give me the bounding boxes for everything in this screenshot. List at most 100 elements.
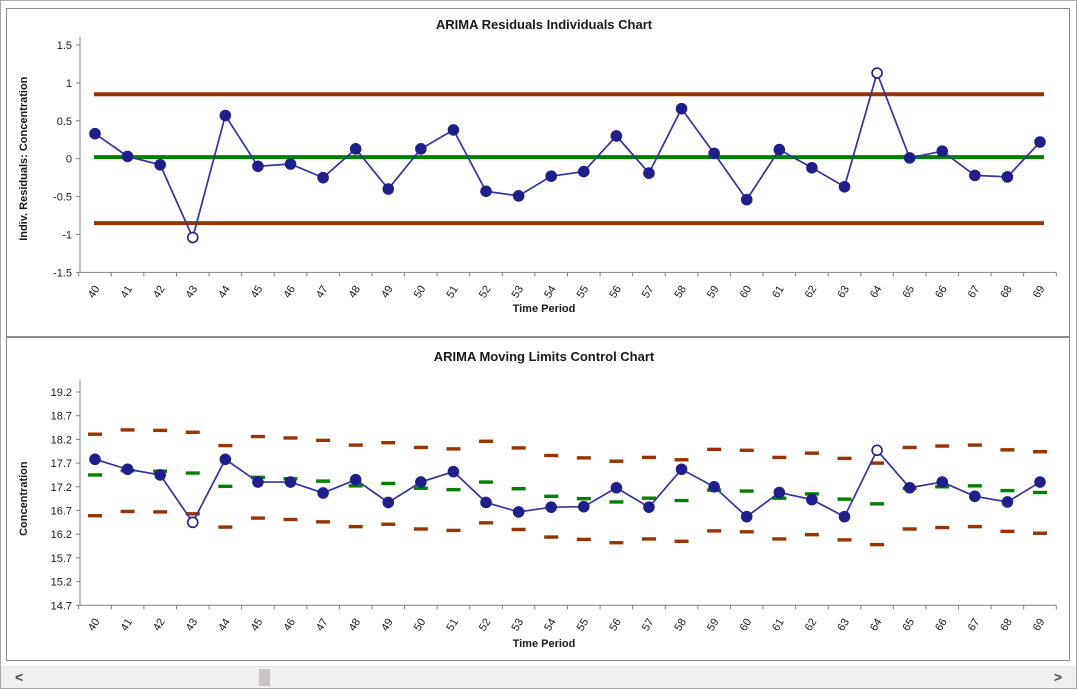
data-point-marker[interactable] (806, 493, 818, 506)
moving-lcl-dash[interactable] (348, 524, 363, 529)
data-point-marker[interactable] (643, 167, 655, 179)
moving-ucl-dash[interactable] (413, 445, 428, 450)
out-of-control-marker[interactable] (871, 444, 883, 457)
scroll-left-arrow-icon[interactable]: < (15, 669, 24, 685)
scrollbar-thumb[interactable] (259, 669, 270, 686)
moving-center-dash[interactable] (870, 502, 885, 506)
data-point-marker[interactable] (1001, 171, 1014, 183)
moving-ucl-dash[interactable] (120, 428, 135, 432)
data-point-marker[interactable] (317, 487, 329, 499)
moving-ucl-dash[interactable] (218, 443, 233, 448)
moving-center-dash[interactable] (88, 473, 102, 477)
data-point-marker[interactable] (675, 102, 688, 115)
moving-center-dash[interactable] (641, 496, 656, 500)
data-point-marker[interactable] (154, 469, 166, 481)
data-point-marker[interactable] (512, 190, 525, 202)
moving-center-dash[interactable] (185, 471, 200, 475)
moving-lcl-dash[interactable] (870, 542, 885, 547)
moving-ucl-dash[interactable] (544, 453, 559, 458)
moving-center-dash[interactable] (413, 486, 428, 490)
data-point-marker[interactable] (903, 152, 916, 164)
moving-ucl-dash[interactable] (153, 428, 168, 433)
moving-lcl-dash[interactable] (88, 514, 102, 518)
data-point-marker[interactable] (317, 171, 329, 184)
data-point-marker[interactable] (349, 143, 362, 155)
moving-lcl-dash[interactable] (967, 524, 982, 529)
data-point-marker[interactable] (1034, 476, 1046, 488)
moving-center-dash[interactable] (609, 500, 624, 504)
data-point-marker[interactable] (121, 150, 134, 163)
moving-lcl-dash[interactable] (511, 527, 526, 532)
data-point-marker[interactable] (252, 160, 264, 173)
moving-lcl-dash[interactable] (609, 541, 624, 545)
data-point-marker[interactable] (447, 124, 460, 136)
moving-lcl-dash[interactable] (185, 512, 200, 516)
moving-ucl-dash[interactable] (641, 455, 656, 460)
data-point-marker[interactable] (284, 476, 297, 488)
moving-ucl-dash[interactable] (739, 448, 754, 453)
data-point-marker[interactable] (89, 127, 101, 140)
data-point-marker[interactable] (382, 183, 395, 195)
data-point-marker[interactable] (219, 453, 232, 466)
data-point-marker[interactable] (512, 506, 525, 518)
series-polyline[interactable] (94, 448, 1041, 525)
moving-lcl-dash[interactable] (544, 535, 559, 539)
moving-lcl-dash[interactable] (576, 537, 591, 542)
data-point-marker[interactable] (838, 180, 851, 193)
moving-center-dash[interactable] (316, 479, 331, 483)
data-point-marker[interactable] (936, 145, 949, 157)
moving-lcl-dash[interactable] (250, 516, 265, 520)
data-point-marker[interactable] (382, 496, 395, 509)
data-point-marker[interactable] (936, 476, 949, 488)
moving-ucl-dash[interactable] (1032, 450, 1047, 454)
moving-ucl-dash[interactable] (1000, 448, 1015, 452)
data-point-marker[interactable] (545, 501, 558, 513)
moving-center-dash[interactable] (1000, 488, 1015, 493)
moving-lcl-dash[interactable] (1032, 531, 1047, 535)
moving-ucl-dash[interactable] (446, 447, 461, 451)
moving-ucl-dash[interactable] (609, 459, 624, 463)
data-point-marker[interactable] (903, 481, 916, 494)
moving-ucl-dash[interactable] (772, 455, 787, 460)
data-point-marker[interactable] (577, 500, 590, 513)
data-point-marker[interactable] (480, 496, 492, 509)
data-point-marker[interactable] (349, 473, 362, 486)
moving-lcl-dash[interactable] (837, 538, 852, 542)
moving-center-dash[interactable] (218, 484, 233, 489)
moving-ucl-dash[interactable] (967, 443, 982, 447)
data-point-marker[interactable] (708, 481, 720, 493)
moving-center-dash[interactable] (967, 484, 982, 488)
moving-center-dash[interactable] (544, 494, 559, 498)
moving-lcl-dash[interactable] (381, 522, 396, 526)
moving-center-dash[interactable] (511, 486, 526, 491)
moving-lcl-dash[interactable] (739, 530, 754, 534)
moving-ucl-dash[interactable] (511, 446, 526, 450)
data-point-marker[interactable] (219, 109, 232, 122)
data-point-marker[interactable] (708, 147, 720, 160)
moving-lcl-dash[interactable] (935, 525, 950, 530)
moving-ucl-dash[interactable] (804, 451, 819, 455)
moving-center-dash[interactable] (1032, 490, 1047, 495)
moving-lcl-dash[interactable] (446, 528, 461, 533)
moving-ucl-dash[interactable] (837, 456, 852, 461)
data-point-marker[interactable] (1034, 136, 1046, 148)
moving-lcl-dash[interactable] (641, 537, 656, 541)
data-point-marker[interactable] (284, 158, 297, 170)
data-point-marker[interactable] (415, 476, 427, 488)
moving-lcl-dash[interactable] (902, 527, 917, 531)
series-polyline[interactable] (94, 70, 1041, 241)
moving-ucl-dash[interactable] (870, 461, 885, 465)
data-point-marker[interactable] (806, 161, 818, 174)
moving-center-dash[interactable] (348, 484, 363, 488)
out-of-control-marker[interactable] (186, 516, 199, 529)
horizontal-scrollbar[interactable]: < > (1, 666, 1076, 688)
moving-ucl-dash[interactable] (283, 436, 298, 440)
moving-lcl-dash[interactable] (120, 509, 135, 514)
moving-center-dash[interactable] (837, 497, 852, 501)
moving-center-dash[interactable] (479, 480, 494, 484)
moving-lcl-dash[interactable] (707, 529, 722, 533)
moving-lcl-dash[interactable] (804, 532, 819, 537)
moving-lcl-dash[interactable] (153, 510, 168, 514)
data-point-marker[interactable] (480, 185, 492, 198)
moving-ucl-dash[interactable] (185, 430, 200, 434)
